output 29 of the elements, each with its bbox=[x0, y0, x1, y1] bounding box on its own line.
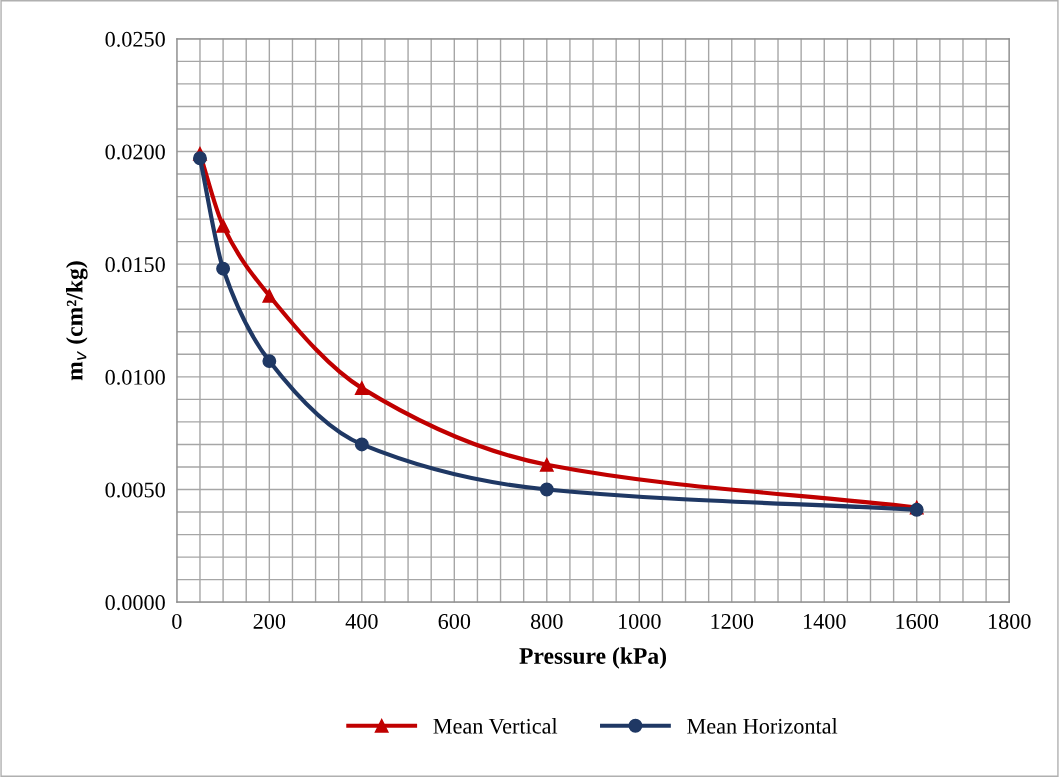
x-tick-label: 1400 bbox=[803, 613, 846, 629]
point bbox=[354, 437, 369, 452]
x-tick-label: 1200 bbox=[711, 613, 754, 629]
point bbox=[262, 354, 277, 369]
legend-label: Mean Vertical bbox=[433, 718, 558, 734]
x-tick-label: 400 bbox=[345, 613, 378, 629]
y-axis-title: m$_{v}$ (cm²/kg) bbox=[66, 261, 88, 381]
point bbox=[216, 218, 231, 233]
x-tick-label: 0 bbox=[172, 613, 182, 629]
legend-label: Mean Horizontal bbox=[687, 718, 838, 734]
x-tick-label: 200 bbox=[253, 613, 286, 629]
x-tick-label: 1600 bbox=[896, 613, 939, 629]
y-tick-label: 0.0150 bbox=[105, 257, 165, 273]
point bbox=[216, 261, 231, 276]
y-tick-label: 0.0000 bbox=[105, 595, 165, 611]
x-tick-label: 1800 bbox=[988, 613, 1031, 629]
y-tick-label: 0.0050 bbox=[105, 482, 165, 498]
point bbox=[262, 288, 277, 303]
y-tick-label: 0.0100 bbox=[105, 369, 165, 385]
x-tick-label: 1000 bbox=[619, 613, 661, 629]
point bbox=[539, 482, 554, 497]
point bbox=[354, 381, 369, 396]
x-axis-title: Pressure (kPa) bbox=[519, 647, 667, 669]
y-tick-label: 0.0250 bbox=[105, 31, 165, 47]
point bbox=[193, 151, 207, 166]
y-tick-label: 0.0200 bbox=[105, 144, 165, 160]
x-tick-label: 800 bbox=[530, 613, 563, 629]
x-tick-label: 600 bbox=[438, 613, 471, 629]
point bbox=[539, 457, 554, 472]
